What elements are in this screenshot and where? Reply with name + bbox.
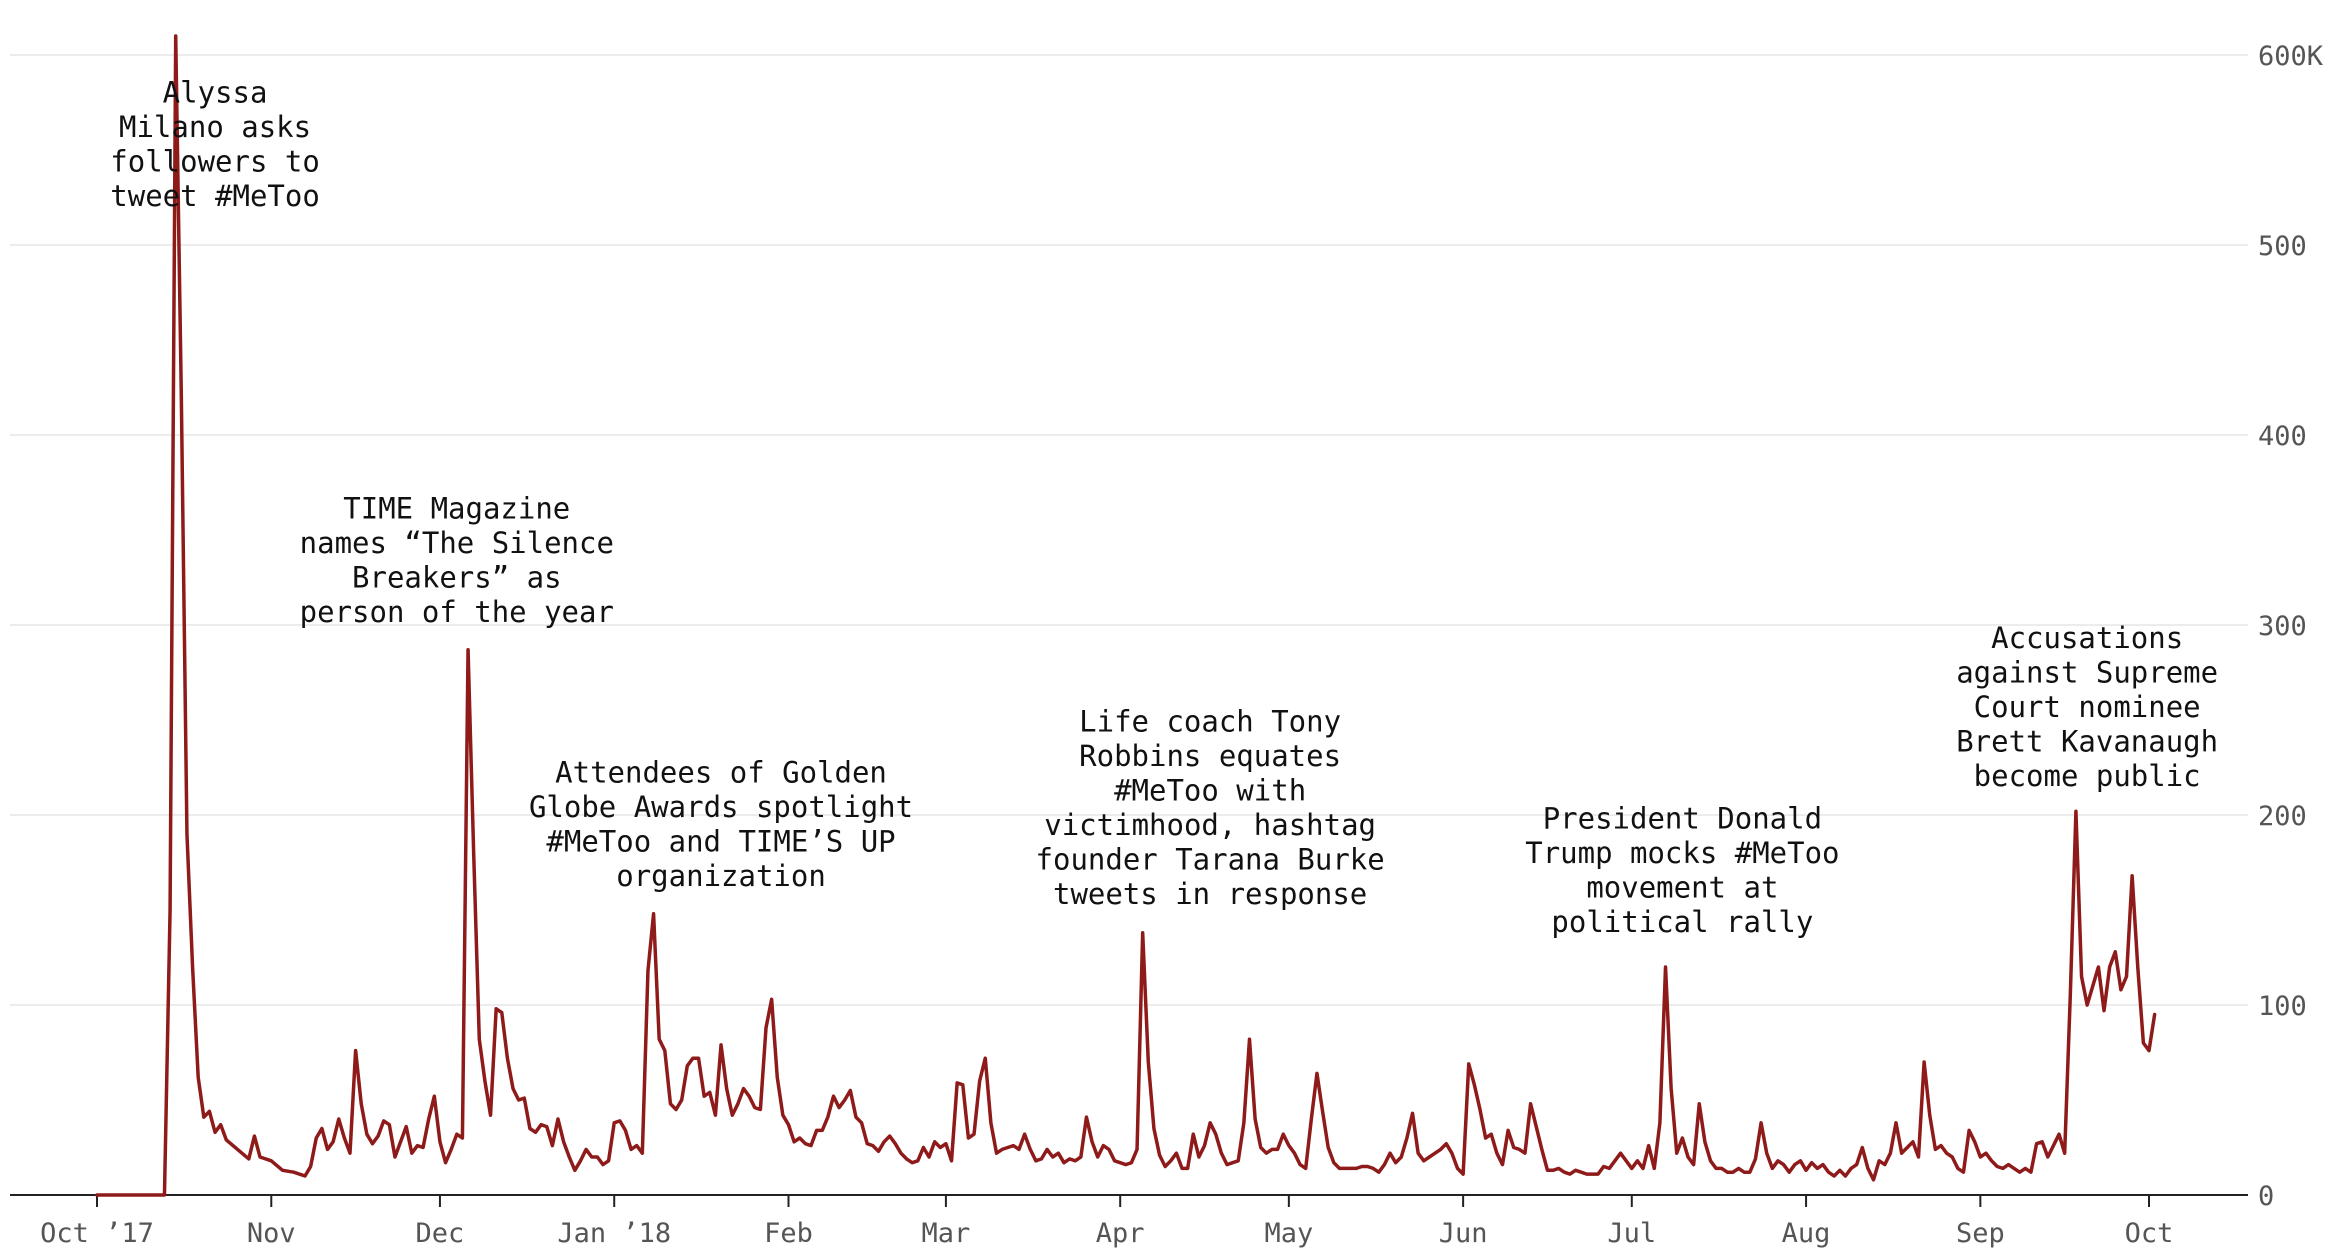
x-tick-label: Jul	[1607, 1218, 1656, 1249]
x-tick-label: May	[1264, 1218, 1313, 1249]
annotation-line: TIME Magazine	[343, 492, 570, 526]
annotation-line: tweets in response	[1053, 877, 1367, 911]
annotation-text: Attendees of Golden Globe Awards spotligh…	[529, 756, 913, 894]
annotation-line: Accusations	[1991, 621, 2183, 655]
series-line	[95, 34, 2157, 1197]
annotation-line: victimhood, hashtag	[1044, 808, 1376, 842]
annotation-text: Alyssa Milano asks followers to tweet #MeTo…	[110, 76, 320, 214]
annotation-line: Attendees of Golden	[555, 756, 887, 790]
x-tick-label: Sep	[1956, 1218, 2005, 1249]
annotation-line: Brett Kavanaugh	[1956, 724, 2218, 758]
annotation-line: Robbins equates	[1079, 739, 1341, 773]
x-tick-label: Dec	[416, 1218, 465, 1249]
annotation-line: Breakers” as	[352, 561, 562, 595]
annotation-line: founder Tarana Burke	[1036, 842, 1385, 876]
y-tick-label: 400	[2258, 421, 2307, 452]
annotation-line: against Supreme	[1956, 655, 2218, 689]
x-tick-label: Jan ’18	[557, 1218, 671, 1249]
y-tick-label: 0	[2258, 1181, 2274, 1212]
y-tick-label: 100	[2258, 991, 2307, 1022]
annotation-line: Life coach Tony	[1079, 704, 1341, 738]
x-axis-ticks: Oct ’17 Nov Dec Jan ’18 Feb Mar Apr May Jun Jul Au…	[40, 1195, 2173, 1249]
y-tick-label: 200	[2258, 801, 2307, 832]
annotation-text: President Donald Trump mocks #MeToo moveme…	[1525, 801, 1839, 939]
y-tick-label: 500	[2258, 231, 2307, 262]
x-tick-label: Apr	[1096, 1218, 1145, 1249]
x-tick-label: Mar	[922, 1218, 971, 1249]
x-tick-label: Oct	[2125, 1218, 2174, 1249]
y-tick-label: 600K	[2258, 41, 2324, 72]
annotation-line: Milano asks	[119, 110, 311, 144]
annotation-line: #MeToo and TIME’S UP	[546, 825, 895, 859]
annotation-line: movement at	[1586, 870, 1778, 904]
annotation-line: tweet #MeToo	[110, 179, 320, 213]
x-tick-label: Aug	[1782, 1218, 1831, 1249]
series-layer	[95, 34, 2157, 1197]
annotation-line: President Donald	[1543, 801, 1822, 835]
annotation-line: become public	[1974, 759, 2201, 793]
annotation-line: Trump mocks #MeToo	[1525, 836, 1839, 870]
annotation-line: Alyssa	[163, 76, 268, 110]
annotation-line: names “The Silence	[300, 526, 614, 560]
annotation-line: Court nominee	[1974, 690, 2201, 724]
annotation-text: TIME Magazine names “The Silence Breakers”…	[300, 492, 614, 630]
y-tick-label: 300	[2258, 611, 2307, 642]
x-tick-label: Oct ’17	[40, 1218, 154, 1249]
x-tick-label: Jun	[1439, 1218, 1488, 1249]
annotation-line: #MeToo with	[1114, 773, 1306, 807]
annotation-line: organization	[616, 859, 826, 893]
annotation-line: Globe Awards spotlight	[529, 790, 913, 824]
x-tick-label: Nov	[247, 1218, 296, 1249]
annotations: Alyssa Milano asks followers to tweet #MeTo…	[110, 76, 2218, 939]
annotation-text: Life coach Tony Robbins equates #MeToo wit…	[1036, 704, 1385, 911]
annotation-text: Accusations against Supreme Court nominee B…	[1956, 621, 2218, 793]
annotation-line: followers to	[110, 145, 320, 179]
x-tick-label: Feb	[764, 1218, 813, 1249]
y-axis-ticks: 0 100 200 300 400 500 600K	[2258, 41, 2324, 1212]
annotation-line: political rally	[1551, 905, 1813, 939]
gridlines	[10, 54, 2248, 1006]
annotation-line: person of the year	[300, 595, 614, 629]
